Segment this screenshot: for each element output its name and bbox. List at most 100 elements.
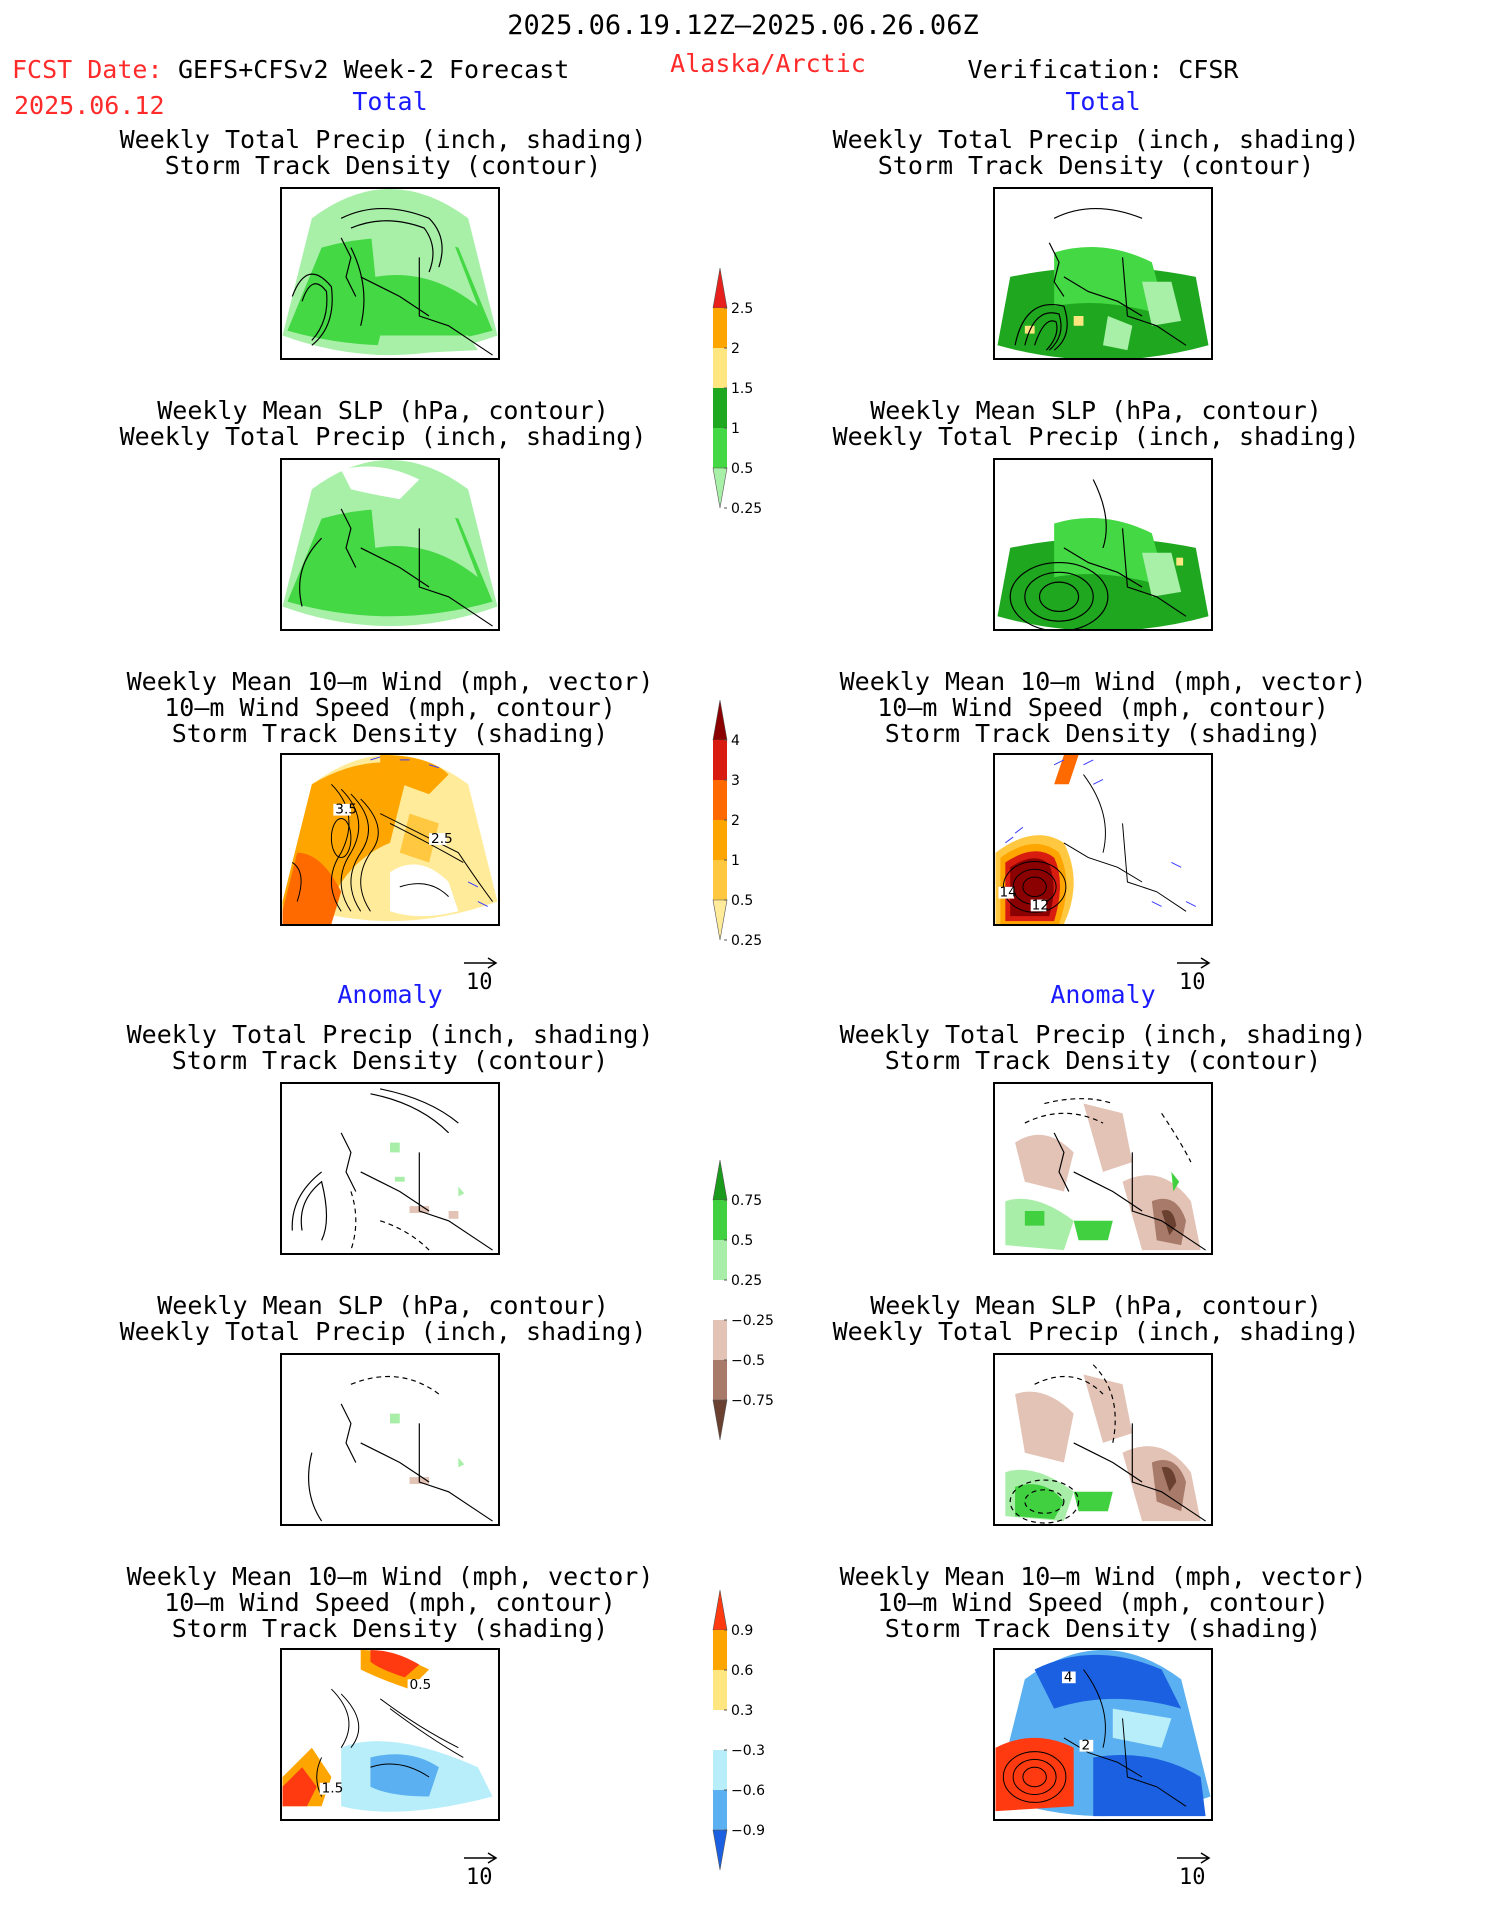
colorbar-segment — [713, 308, 727, 348]
f1-title-1: Weekly Total Precip (inch, shading) — [119, 125, 647, 154]
arrow-right-icon — [1177, 957, 1211, 969]
arrow-right-icon — [1177, 1852, 1211, 1864]
map-verif-anom-wind: 4 2 — [993, 1648, 1213, 1821]
colorbar-segment — [713, 820, 727, 860]
vector-ref-va3: 10 — [1175, 1850, 1215, 1890]
colorbar-tick-label: 1 — [731, 421, 740, 437]
colorbar-segment — [712, 467, 728, 509]
colorbar-segment — [713, 1280, 727, 1320]
colorbar-segment — [713, 1630, 727, 1670]
colorbar-tick-label: 0.5 — [731, 1233, 753, 1249]
date-range-title: 2025.06.19.12Z–2025.06.26.06Z — [507, 10, 979, 41]
colorbar-tick-label: 0.25 — [731, 1273, 762, 1289]
right-total-label: Total — [1065, 87, 1141, 116]
colorbar-segment — [712, 267, 728, 309]
colorbar-segment — [713, 1360, 727, 1400]
f3-title-1: Weekly Mean 10–m Wind (mph, vector) — [126, 667, 654, 696]
fa3-title-3: Storm Track Density (shading) — [171, 1614, 609, 1643]
arrow-right-icon — [464, 957, 498, 969]
map-fcst-slp-precip — [280, 458, 500, 631]
colorbar-tick-label: 0.25 — [731, 501, 762, 517]
colorbar-tick-label: 0.75 — [731, 1193, 762, 1209]
colorbar-segment — [713, 1750, 727, 1790]
fa3-title-1: Weekly Mean 10–m Wind (mph, vector) — [126, 1562, 654, 1591]
v2-title-1: Weekly Mean SLP (hPa, contour) — [870, 396, 1322, 425]
v3-contour-label-b: 12 — [1032, 897, 1049, 913]
colorbar-std-total: 4 3 2 1 0.5 0.25 — [712, 699, 793, 950]
fa1-title-1: Weekly Total Precip (inch, shading) — [126, 1020, 654, 1049]
vector-ref-fa3: 10 — [462, 1850, 502, 1890]
colorbar-tick-label: 1.5 — [731, 381, 753, 397]
fa3-contour-label-b: 1.5 — [322, 1781, 344, 1797]
colorbar-svg: 4 3 2 1 0.5 0.25 — [712, 699, 762, 949]
va2-title-2: Weekly Total Precip (inch, shading) — [832, 1317, 1360, 1346]
colorbar-tick-label: −0.5 — [731, 1353, 765, 1369]
colorbar-segment — [713, 740, 727, 780]
v3-title-1: Weekly Mean 10–m Wind (mph, vector) — [839, 667, 1367, 696]
colorbar-segment — [713, 780, 727, 820]
f2-title-1: Weekly Mean SLP (hPa, contour) — [157, 396, 609, 425]
colorbar-segment — [712, 699, 728, 741]
fcst-date-label: FCST Date: — [12, 55, 163, 84]
map-verif-slp-precip — [993, 458, 1213, 631]
map-fcst-anom-slp — [280, 1353, 500, 1526]
map-verif-anom-slp — [993, 1353, 1213, 1526]
colorbar-tick-label: 0.5 — [731, 461, 753, 477]
colorbar-tick-label: 0.9 — [731, 1623, 753, 1639]
colorbar-tick-label: 4 — [731, 733, 740, 749]
colorbar-tick-label: 2 — [731, 341, 740, 357]
f3-title-2: 10–m Wind Speed (mph, contour) — [164, 693, 616, 722]
map-fcst-anom-precip — [280, 1082, 500, 1255]
map-fcst-wind-std: 3.5 2.5 — [280, 753, 500, 926]
right-anomaly-label: Anomaly — [1050, 980, 1156, 1009]
colorbar-tick-label: −0.25 — [731, 1313, 774, 1329]
v3-title-3: Storm Track Density (shading) — [884, 719, 1322, 748]
v3-contour-label-a: 14 — [999, 885, 1016, 901]
v3-title-2: 10–m Wind Speed (mph, contour) — [877, 693, 1329, 722]
v1-title-1: Weekly Total Precip (inch, shading) — [832, 125, 1360, 154]
map-fcst-total-precip — [280, 187, 500, 360]
colorbar-tick-label: 0.3 — [731, 1703, 753, 1719]
colorbar-segment — [713, 1200, 727, 1240]
colorbar-svg: 0.9 0.6 0.3 −0.3 −0.6 −0.9 — [712, 1589, 765, 1871]
va3-contour-label-b: 2 — [1082, 1738, 1091, 1754]
colorbar-svg: 0.75 0.5 0.25 −0.25 −0.5 −0.75 — [712, 1159, 774, 1441]
v1-title-2: Storm Track Density (contour) — [877, 151, 1315, 180]
vector-ref-f3: 10 — [462, 955, 502, 995]
va3-contour-label-a: 4 — [1064, 1669, 1073, 1685]
colorbar-tick-label: −0.9 — [731, 1823, 765, 1839]
colorbar-tick-label: 1 — [731, 853, 740, 869]
colorbar-segment — [713, 388, 727, 428]
fcst-label: FCST Date: — [12, 56, 163, 84]
colorbar-tick-label: 3 — [731, 773, 740, 789]
f2-title-2: Weekly Total Precip (inch, shading) — [119, 422, 647, 451]
fa2-title-1: Weekly Mean SLP (hPa, contour) — [157, 1291, 609, 1320]
colorbar-segment — [712, 899, 728, 941]
colorbar-segment — [712, 1589, 728, 1631]
fa3-contour-label-a: 0.5 — [410, 1677, 432, 1693]
colorbar-segment — [712, 1829, 728, 1871]
colorbar-tick-label: −0.75 — [731, 1393, 774, 1409]
vector-ref-f3-label: 10 — [466, 970, 493, 995]
left-anomaly-label: Anomaly — [337, 980, 443, 1009]
verification-label: Verification: CFSR — [967, 55, 1239, 84]
vector-ref-va3-label: 10 — [1179, 1865, 1206, 1890]
f3-title-3: Storm Track Density (shading) — [171, 719, 609, 748]
colorbar-segment — [713, 1670, 727, 1710]
colorbar-tick-label: −0.3 — [731, 1743, 765, 1759]
colorbar-tick-label: 0.25 — [731, 933, 762, 949]
colorbar-std-anom: 0.9 0.6 0.3 −0.3 −0.6 −0.9 — [712, 1589, 793, 1880]
colorbar-precip-total: 2.5 2 1.5 1 0.5 0.25 — [712, 267, 793, 518]
left-total-label: Total — [352, 87, 428, 116]
va1-title-2: Storm Track Density (contour) — [884, 1046, 1322, 1075]
colorbar-segment — [713, 860, 727, 900]
map-fcst-anom-wind: 0.5 1.5 — [280, 1648, 500, 1821]
colorbar-tick-label: 0.6 — [731, 1663, 753, 1679]
colorbar-segment — [713, 1320, 727, 1360]
colorbar-tick-label: 0.5 — [731, 893, 753, 909]
colorbar-segment — [713, 348, 727, 388]
region-title: Alaska/Arctic — [670, 49, 866, 78]
vector-ref-fa3-label: 10 — [466, 1865, 493, 1890]
colorbar-precip-anom: 0.75 0.5 0.25 −0.25 −0.5 −0.75 — [712, 1159, 793, 1450]
va3-title-3: Storm Track Density (shading) — [884, 1614, 1322, 1643]
